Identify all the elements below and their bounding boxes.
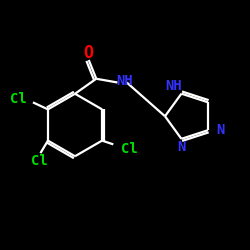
Text: Cl: Cl <box>31 154 48 168</box>
Text: Cl: Cl <box>121 142 138 156</box>
Text: N: N <box>177 140 186 154</box>
Text: NH: NH <box>166 79 182 93</box>
Text: NH: NH <box>116 74 133 88</box>
Text: Cl: Cl <box>10 92 27 106</box>
Text: N: N <box>216 123 224 137</box>
Text: O: O <box>84 44 94 62</box>
